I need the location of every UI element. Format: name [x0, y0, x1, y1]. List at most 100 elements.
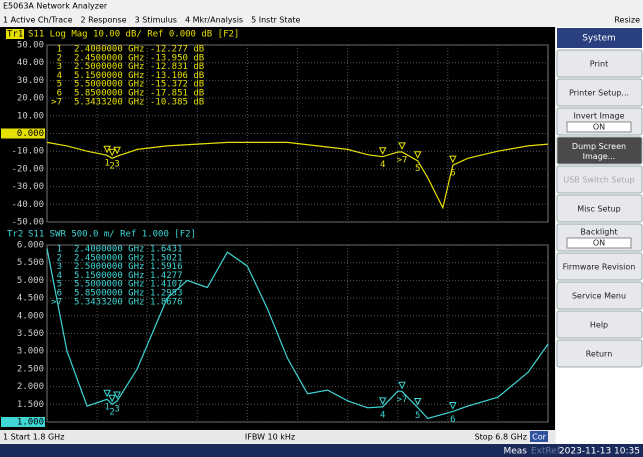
marker-value: 1.4277 — [150, 271, 183, 281]
ifbw: IFBW 10 kHz — [245, 433, 295, 442]
y-tick-label: 0.000 — [17, 129, 44, 139]
marker-label: 1 — [104, 403, 109, 413]
softkey-label: Backlight — [580, 228, 617, 237]
menu-item[interactable]: 4 Mkr/Analysis — [185, 16, 243, 25]
marker-number: 1 — [57, 45, 62, 55]
softkey-label: Help — [590, 321, 608, 330]
menu-item[interactable]: 3 Stimulus — [135, 16, 177, 25]
softkey-value: ON — [593, 239, 605, 248]
marker-value: -13.950 dB — [150, 53, 204, 63]
marker-number: 6 — [57, 289, 62, 299]
menu-item[interactable]: 5 Instr State — [251, 16, 300, 25]
softkey-label: Dump Screen Image... — [572, 142, 626, 161]
marker-frequency: 5.3433200 GHz — [74, 97, 144, 107]
marker-frequency: 5.1500000 GHz — [74, 71, 144, 81]
menu-item[interactable]: 1 Active Ch/Trace — [3, 16, 73, 25]
marker-value: -10.385 dB — [150, 97, 204, 107]
marker-label: 4 — [380, 160, 385, 170]
softkey-label: Firmware Revision — [563, 263, 636, 272]
menu-item[interactable]: 2 Response — [81, 16, 127, 25]
marker-triangle — [108, 148, 116, 157]
softkey — [556, 165, 643, 194]
softkey[interactable] — [556, 252, 643, 281]
softkey-value: ON — [593, 123, 605, 132]
y-tick-label: 10.00 — [17, 111, 44, 121]
y-tick-label: 2.500 — [17, 364, 44, 374]
y-tick-label: 1.500 — [17, 400, 44, 410]
marker-value: 1.2953 — [150, 289, 183, 299]
softkey-value-bg — [566, 121, 632, 133]
y-tick-label: 3.000 — [17, 347, 44, 357]
softkey[interactable] — [556, 194, 643, 223]
y-tick-label: -50.00 — [11, 218, 44, 228]
resize[interactable]: Resize — [614, 16, 640, 25]
start-freq: 1 Start 1.8 GHz — [3, 433, 64, 442]
marker-frequency: 5.8500000 GHz — [74, 89, 144, 99]
y-tick-label: 4.000 — [17, 311, 44, 321]
y-tick-label: 4.500 — [17, 294, 44, 304]
marker-triangle — [113, 146, 121, 155]
softkey-label: Printer Setup... — [569, 89, 629, 98]
softkey[interactable] — [556, 136, 643, 165]
marker-label: 5 — [415, 164, 420, 174]
marker-frequency: 2.4000000 GHz — [74, 245, 144, 255]
marker-triangle — [398, 142, 406, 150]
extref: ExtRef — [531, 447, 561, 457]
softkey-label: Invert Image — [573, 112, 624, 121]
meas: Meas — [503, 447, 527, 457]
marker-frequency: 2.4500000 GHz — [74, 53, 144, 63]
trace-tag: Tr1 — [7, 30, 23, 40]
status-bar — [0, 444, 643, 457]
marker-number: 3 — [57, 62, 62, 72]
y-tick-label: 5.000 — [17, 276, 44, 286]
marker-label: 2 — [109, 162, 114, 172]
softkey-label: Print — [590, 60, 608, 69]
marker-value: 1.5916 — [150, 262, 183, 272]
cor: Cor — [532, 433, 546, 442]
marker-triangle — [449, 402, 457, 410]
marker-label: 4 — [380, 410, 385, 420]
softkey-label: Return — [586, 350, 613, 359]
datetime: 2023-11-13 10:35 — [559, 447, 640, 457]
marker-number: >7 — [51, 97, 62, 107]
softkey[interactable] — [556, 310, 643, 339]
y-tick-label: 6.000 — [17, 241, 44, 251]
marker-triangle — [103, 389, 111, 398]
softkey[interactable] — [556, 281, 643, 310]
softkey[interactable] — [556, 49, 643, 78]
marker-value: 1.5021 — [150, 253, 183, 263]
marker-frequency: 2.4000000 GHz — [74, 45, 144, 55]
y-tick-label: -10.00 — [11, 147, 44, 157]
cor-bg — [530, 431, 548, 442]
y-tick-label: 2.000 — [17, 382, 44, 392]
trace-tag: Tr2 — [7, 230, 23, 240]
marker-label: 5 — [415, 411, 420, 421]
softkey-label: Service Menu — [572, 292, 626, 301]
marker-number: 3 — [57, 262, 62, 272]
softkey[interactable] — [556, 339, 643, 368]
trace-tag-bg — [6, 29, 24, 39]
softkey-header-bg — [557, 28, 642, 48]
marker-number: 5 — [57, 80, 62, 90]
marker-frequency: 5.3433200 GHz — [74, 297, 144, 307]
softkey[interactable] — [556, 78, 643, 107]
marker-frequency: 5.5000000 GHz — [74, 280, 144, 290]
marker-label: >7 — [397, 155, 408, 165]
marker-triangle — [378, 397, 387, 405]
ref-label-bg — [1, 417, 45, 427]
y-tick-label: 50.00 — [17, 41, 44, 51]
softkey-label: USB Switch Setup — [563, 176, 634, 185]
marker-value: -12.277 dB — [150, 45, 204, 55]
trace-line — [46, 248, 549, 420]
marker-value: -17.851 dB — [150, 89, 204, 99]
stimulus-bar — [0, 430, 555, 443]
marker-triangle — [378, 147, 387, 155]
marker-label: 3 — [114, 160, 119, 170]
y-tick-label: -20.00 — [11, 164, 44, 174]
ref-label-bg — [1, 128, 45, 139]
marker-number: 4 — [57, 271, 62, 281]
marker-number: 2 — [57, 253, 62, 263]
softkey-label: Misc Setup — [577, 205, 621, 214]
marker-value: -15.372 dB — [150, 80, 204, 90]
